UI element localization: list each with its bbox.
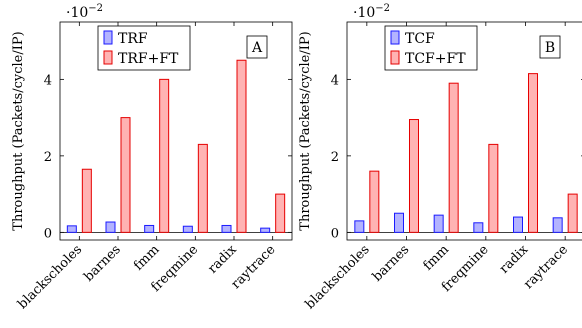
y-tick-label: 4 [331, 73, 339, 88]
bar-trf-ft-radix [236, 59, 247, 233]
bar-trf-ft-blackscholes [81, 168, 92, 233]
legend-box [384, 25, 478, 71]
x-tick-label: fmm [131, 242, 162, 273]
bar-tcf-blackscholes [354, 220, 365, 233]
plot-frame [346, 21, 582, 241]
bar-tcf-ft-barnes [409, 119, 419, 233]
x-tick-label: blackscholes [303, 242, 373, 312]
bar-trf-ft-barnes [120, 117, 131, 233]
bar-trf-fmm [144, 224, 155, 233]
bar-tcf-ft-freqmine [488, 143, 499, 233]
legend-label: TCF+FT [405, 51, 466, 67]
legend-swatch-tcf-ft [390, 50, 400, 65]
y-axis-label: Throughput (Packets/cycle/IP) [298, 31, 313, 230]
bar-trf-freqmine [182, 225, 193, 233]
scale-exponent: −2 [375, 3, 390, 14]
x-tick-label: fmm [421, 242, 452, 273]
bar-tcf-ft-radix [528, 73, 538, 233]
plot-frame [59, 21, 293, 241]
x-tick-label: barnes [370, 242, 412, 284]
scale-multiplier: ·10−2 [66, 3, 103, 21]
bar-tcf-freqmine [473, 222, 484, 233]
legend-label: TRF+FT [118, 51, 179, 67]
y-tick-label: 2 [44, 150, 52, 165]
bar-trf-ft-fmm [159, 78, 170, 233]
x-tick-label: barnes [81, 242, 123, 284]
legend: TCF TCF+FT [384, 25, 478, 71]
panel-label: A [251, 40, 263, 56]
legend-box [97, 25, 191, 71]
y-tick-label: 4 [44, 73, 52, 88]
bar-tcf-fmm [433, 214, 444, 233]
y-axis-label: Throughput (Packets/cycle/IP) [11, 31, 26, 230]
bar-trf-barnes [105, 221, 116, 233]
legend-swatch-trf-ft [103, 50, 113, 65]
bar-trf-radix [221, 224, 232, 233]
bar-tcf-barnes [394, 212, 404, 233]
x-tick-label: blackscholes [15, 242, 85, 312]
bar-tcf-radix [513, 216, 523, 233]
bar-trf-blackscholes [66, 225, 77, 233]
x-tick-label: radix [205, 242, 240, 277]
bar-trf-ft-freqmine [197, 143, 208, 233]
panel-label-box [539, 35, 561, 59]
bar-trf-ft-raytrace [275, 193, 286, 233]
chart-panel-a: ·10−2 Throughput (Packets/cycle/IP) 0 2 4 bla… [11, 3, 293, 312]
bar-tcf-ft-raytrace [567, 193, 578, 233]
bar-tcf-ft-blackscholes [369, 170, 380, 233]
panel-label: B [545, 40, 555, 56]
bar-trf-raytrace [260, 227, 271, 233]
y-tick-label: 2 [331, 150, 339, 165]
legend-label: TCF [405, 31, 435, 47]
legend-swatch-tcf [390, 30, 400, 45]
scale-multiplier: ·10−2 [353, 3, 390, 21]
x-tick-label: raytrace [521, 242, 571, 292]
legend-label: TRF [118, 31, 148, 47]
y-tick-label: 0 [331, 226, 339, 241]
legend-swatch-trf [103, 30, 113, 45]
legend: TRF TRF+FT [97, 25, 191, 71]
chart-panel-b: ·10−2 Throughput (Packets/cycle/IP) 0 2 4 bla… [298, 3, 582, 312]
scale-exponent: −2 [88, 3, 103, 14]
y-tick-label: 0 [44, 226, 52, 241]
panel-label-box [246, 35, 268, 59]
x-tick-label: radix [497, 242, 532, 277]
bar-tcf-raytrace [552, 217, 563, 233]
bar-tcf-ft-fmm [448, 82, 459, 233]
